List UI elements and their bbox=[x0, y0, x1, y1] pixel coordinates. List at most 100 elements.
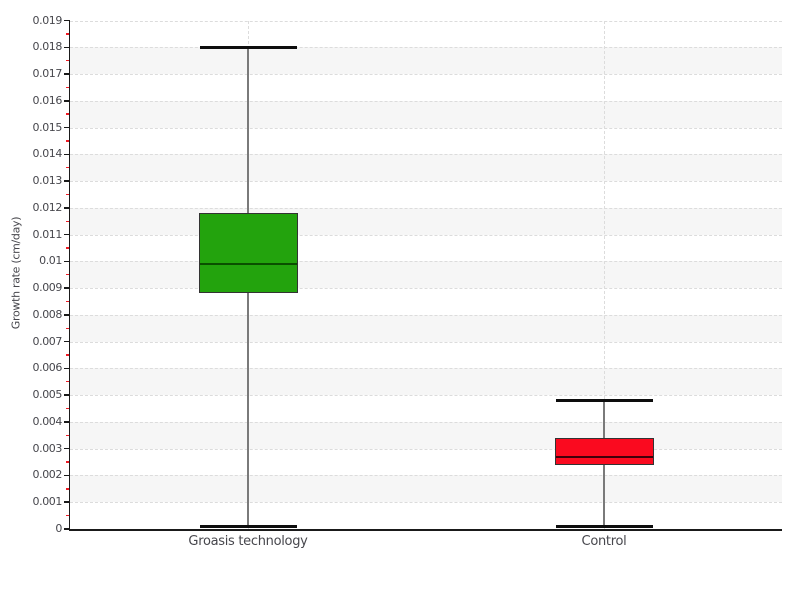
plot-background-band bbox=[70, 368, 782, 396]
x-axis-line bbox=[68, 529, 782, 531]
y-axis-tick-label: 0.004 bbox=[32, 414, 63, 428]
horizontal-gridline bbox=[70, 288, 782, 290]
category-label: Control bbox=[581, 534, 627, 549]
y-axis-minor-tick bbox=[65, 59, 70, 62]
y-axis-major-tick bbox=[64, 528, 70, 530]
y-axis-minor-tick bbox=[65, 300, 70, 303]
y-axis-major-tick bbox=[64, 180, 70, 182]
horizontal-gridline bbox=[70, 154, 782, 156]
category-label: Groasis technology bbox=[188, 534, 308, 549]
y-axis-minor-tick bbox=[65, 86, 70, 89]
horizontal-gridline bbox=[70, 261, 782, 263]
y-axis-major-tick bbox=[64, 46, 70, 48]
horizontal-gridline bbox=[70, 475, 782, 477]
y-axis-minor-tick bbox=[65, 274, 70, 276]
y-axis-major-tick bbox=[64, 153, 70, 156]
y-axis-major-tick bbox=[64, 126, 70, 129]
whisker-cap-bottom bbox=[199, 524, 297, 528]
median-line bbox=[555, 455, 653, 458]
y-axis-tick-label: 0 bbox=[55, 522, 62, 535]
y-axis-tick-label: 0.018 bbox=[32, 40, 63, 54]
horizontal-gridline bbox=[70, 314, 782, 316]
y-axis-major-tick bbox=[64, 367, 70, 370]
y-axis-major-tick bbox=[64, 394, 70, 396]
y-axis-minor-tick bbox=[65, 140, 70, 142]
horizontal-gridline bbox=[70, 100, 782, 102]
y-axis-minor-tick bbox=[65, 247, 70, 249]
y-axis-tick-label: 0.01 bbox=[39, 254, 62, 268]
y-axis-major-tick bbox=[64, 421, 70, 423]
box-iqr bbox=[554, 438, 654, 465]
y-axis-major-tick bbox=[64, 73, 70, 75]
plot-background-band bbox=[70, 154, 782, 182]
vertical-gridline bbox=[604, 20, 605, 529]
horizontal-gridline bbox=[70, 395, 782, 397]
y-axis-major-tick bbox=[64, 287, 70, 289]
plot-background-band bbox=[70, 421, 782, 449]
y-axis-tick-label: 0.017 bbox=[32, 67, 63, 81]
y-axis-minor-tick bbox=[65, 327, 70, 329]
horizontal-gridline bbox=[70, 207, 782, 209]
y-axis-tick-label: 0.005 bbox=[32, 388, 63, 402]
y-axis-tick-label: 0.015 bbox=[32, 120, 63, 134]
plot-background-band bbox=[70, 314, 782, 342]
horizontal-gridline bbox=[70, 448, 782, 450]
y-axis-minor-tick bbox=[65, 461, 70, 463]
horizontal-gridline bbox=[70, 181, 782, 183]
y-axis-tick-label: 0.007 bbox=[32, 334, 63, 348]
y-axis-major-tick bbox=[64, 233, 70, 236]
horizontal-gridline bbox=[70, 502, 782, 504]
y-axis-tick-label: 0.016 bbox=[32, 93, 63, 107]
horizontal-gridline bbox=[70, 368, 782, 370]
y-axis-major-tick bbox=[64, 447, 70, 450]
y-axis-major-tick bbox=[64, 100, 70, 102]
y-axis-minor-tick bbox=[65, 113, 70, 115]
plot-background-band bbox=[70, 261, 782, 289]
y-axis-major-tick bbox=[64, 19, 70, 22]
y-axis-minor-tick bbox=[65, 33, 70, 35]
y-axis-major-tick bbox=[64, 314, 70, 316]
y-axis-minor-tick bbox=[65, 407, 70, 410]
y-axis-tick-label: 0.011 bbox=[32, 227, 63, 241]
y-axis-major-tick bbox=[64, 207, 70, 209]
horizontal-gridline bbox=[70, 341, 782, 343]
horizontal-gridline bbox=[70, 234, 782, 236]
plot-background-band bbox=[70, 207, 782, 235]
y-axis-minor-tick bbox=[65, 220, 70, 222]
y-axis-major-tick bbox=[64, 474, 70, 477]
y-axis-tick-label: 0.006 bbox=[32, 361, 63, 375]
y-axis-major-tick bbox=[64, 501, 70, 503]
plot-background-band bbox=[70, 475, 782, 503]
box-iqr bbox=[198, 213, 298, 294]
y-axis-tick-label: 0.014 bbox=[32, 147, 63, 161]
horizontal-gridline bbox=[70, 74, 782, 76]
horizontal-gridline bbox=[70, 47, 782, 49]
y-axis-minor-tick bbox=[65, 193, 70, 196]
whisker-cap-bottom bbox=[555, 524, 653, 528]
plot-background-band bbox=[70, 100, 782, 128]
y-axis-minor-tick bbox=[65, 514, 70, 517]
y-axis-major-tick bbox=[64, 260, 70, 263]
y-axis-minor-tick bbox=[65, 354, 70, 356]
y-axis-tick-label: 0.012 bbox=[32, 200, 63, 214]
median-line bbox=[199, 263, 297, 266]
y-axis-minor-tick bbox=[65, 434, 70, 437]
y-axis-tick-label: 0.013 bbox=[32, 174, 63, 188]
y-axis-minor-tick bbox=[65, 488, 70, 490]
y-axis-minor-tick bbox=[65, 166, 70, 169]
y-axis-major-tick bbox=[64, 340, 70, 343]
plot-background-band bbox=[70, 47, 782, 74]
y-axis-tick-label: 0.001 bbox=[32, 495, 63, 509]
whisker-cap-top bbox=[555, 399, 653, 403]
horizontal-gridline bbox=[70, 421, 782, 423]
y-axis-tick-label: 0.003 bbox=[32, 441, 63, 455]
horizontal-gridline bbox=[70, 127, 782, 129]
y-axis-tick-label: 0.008 bbox=[32, 307, 63, 321]
y-axis-minor-tick bbox=[65, 381, 70, 383]
y-axis-tick-label: 0.002 bbox=[32, 468, 63, 482]
y-axis-line bbox=[68, 20, 70, 531]
y-axis-tick-label: 0.009 bbox=[32, 281, 63, 295]
whisker-cap-top bbox=[199, 45, 297, 49]
y-axis-tick-label: 0.019 bbox=[32, 13, 63, 27]
